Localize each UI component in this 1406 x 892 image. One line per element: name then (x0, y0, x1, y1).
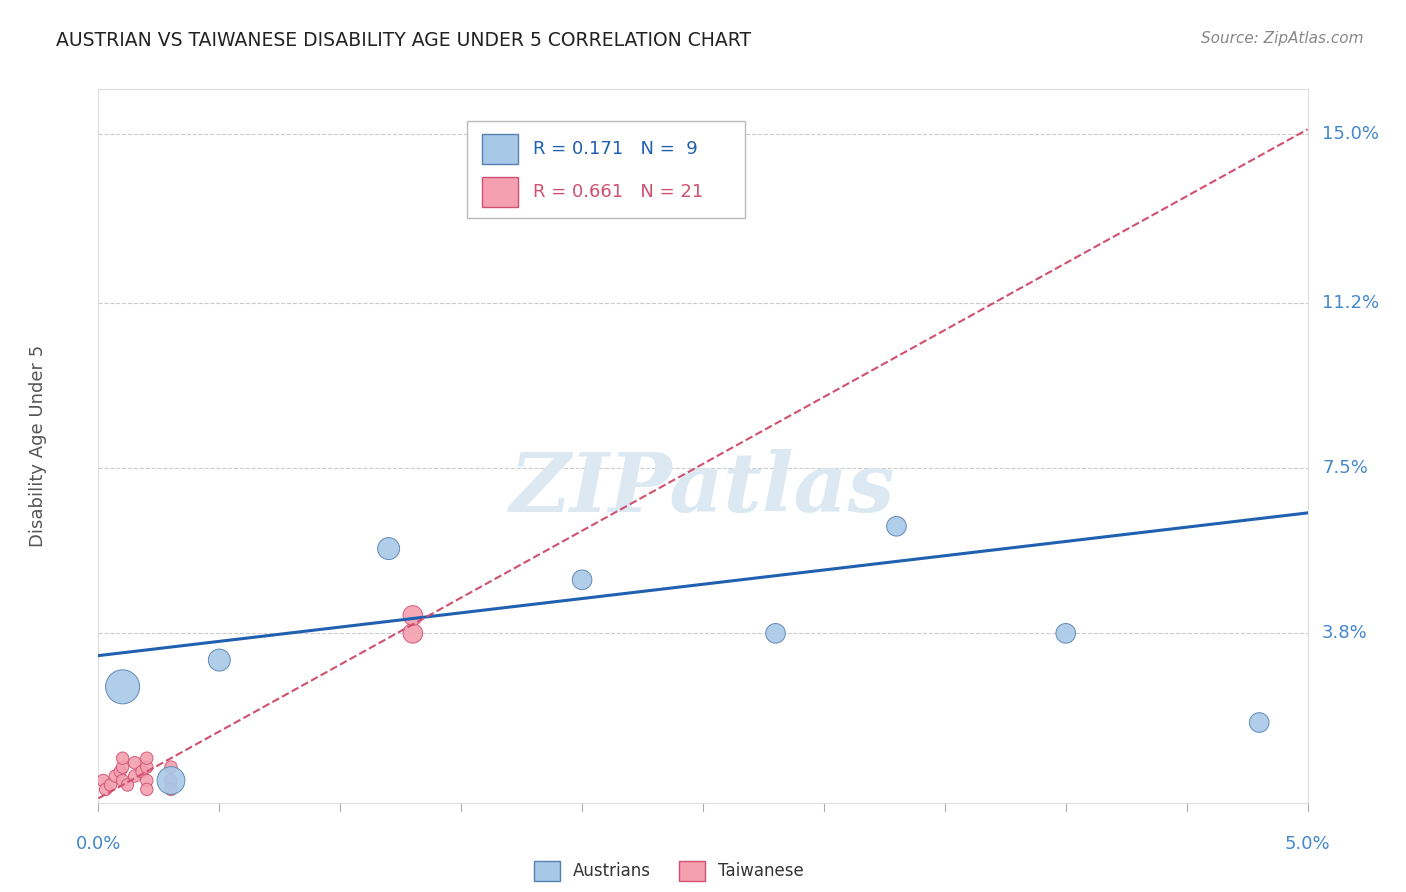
Point (160, 773, 183, 788)
Point (111, 680, 134, 694)
Point (160, 773, 183, 788)
Point (135, 782, 157, 797)
FancyBboxPatch shape (467, 121, 745, 218)
Point (160, 760, 183, 774)
Text: 11.2%: 11.2% (1322, 294, 1379, 312)
Point (104, 769, 127, 783)
Point (1249, 715, 1271, 730)
Point (124, 769, 146, 783)
Point (108, 764, 131, 779)
Text: 15.0%: 15.0% (1322, 125, 1379, 143)
Point (94, 782, 117, 797)
Text: 7.5%: 7.5% (1322, 459, 1368, 477)
Point (135, 760, 157, 774)
Point (377, 541, 399, 556)
Point (135, 773, 157, 788)
Point (111, 751, 134, 765)
Point (135, 751, 157, 765)
Point (1054, 626, 1077, 640)
Text: Disability Age Under 5: Disability Age Under 5 (30, 345, 46, 547)
Point (402, 626, 425, 640)
Text: R = 0.171   N =  9: R = 0.171 N = 9 (533, 140, 697, 158)
Bar (534, 861, 561, 880)
Point (91, 773, 114, 788)
Point (111, 760, 134, 774)
Text: R = 0.661   N = 21: R = 0.661 N = 21 (533, 183, 703, 201)
Point (100, 778, 122, 792)
Point (402, 608, 425, 623)
Point (117, 778, 139, 792)
Point (124, 756, 146, 770)
Text: 5.0%: 5.0% (1285, 835, 1330, 853)
Text: Taiwanese: Taiwanese (717, 862, 803, 880)
Point (886, 519, 908, 533)
Text: ZIPatlas: ZIPatlas (510, 449, 896, 529)
Point (131, 764, 153, 779)
Point (160, 782, 183, 797)
Bar (482, 177, 517, 207)
Point (208, 653, 231, 667)
Text: Source: ZipAtlas.com: Source: ZipAtlas.com (1201, 31, 1364, 46)
Text: 0.0%: 0.0% (76, 835, 121, 853)
Bar (679, 861, 706, 880)
Text: 3.8%: 3.8% (1322, 624, 1368, 642)
Point (765, 626, 787, 640)
Bar (482, 134, 517, 164)
Point (111, 773, 134, 788)
Text: Austrians: Austrians (572, 862, 651, 880)
Point (571, 573, 593, 587)
Text: AUSTRIAN VS TAIWANESE DISABILITY AGE UNDER 5 CORRELATION CHART: AUSTRIAN VS TAIWANESE DISABILITY AGE UND… (56, 31, 751, 50)
